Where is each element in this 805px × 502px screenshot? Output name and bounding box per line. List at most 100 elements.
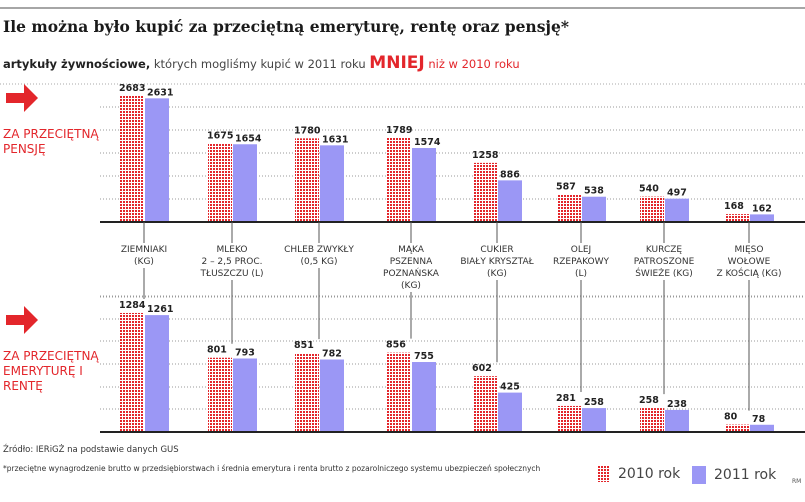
bar-emerytura-2010-rok	[473, 376, 497, 432]
data-label: 851	[294, 340, 314, 351]
svg-text:(0,5 KG): (0,5 KG)	[300, 257, 337, 267]
bar-pensja-2011-rok	[750, 214, 774, 222]
subtitle-emph: MNIEJ	[369, 53, 425, 73]
data-label: 540	[639, 184, 659, 195]
svg-text:MĄKA: MĄKA	[398, 245, 425, 255]
bar-pensja-2010-rok	[473, 162, 497, 222]
data-label: 258	[584, 397, 604, 408]
data-label: 886	[500, 169, 520, 180]
bar-emerytura-2011-rok	[412, 362, 436, 432]
data-label: 2631	[147, 87, 173, 98]
data-label: 258	[639, 395, 659, 406]
data-label: 1574	[414, 137, 441, 148]
svg-text:2 – 2,5 PROC.: 2 – 2,5 PROC.	[201, 257, 262, 267]
credit: RM	[792, 478, 802, 485]
svg-text:TŁUSZCZU (L): TŁUSZCZU (L)	[200, 269, 264, 279]
svg-text:KURCZĘ: KURCZĘ	[646, 245, 683, 255]
legend-2010: 2010 rok	[598, 466, 680, 482]
bar-emerytura-2010-rok	[295, 353, 319, 432]
category-label: ZIEMNIAKI (KG)	[121, 245, 167, 267]
data-label: 78	[752, 414, 766, 425]
footnote: *przeciętne wynagrodzenie brutto w przed…	[3, 464, 541, 473]
bar-pensja-2010-rok	[640, 196, 664, 222]
bar-pensja-2010-rok	[208, 143, 232, 222]
bar-emerytura-2011-rok	[582, 408, 606, 432]
bar-pensja-2011-rok	[412, 148, 436, 222]
data-label: 497	[667, 188, 687, 199]
svg-text:ŚWIEŻE (KG): ŚWIEŻE (KG)	[635, 267, 693, 279]
bar-emerytura-2011-rok	[750, 424, 774, 432]
svg-text:(L): (L)	[575, 269, 587, 279]
legend-label-2011: 2011 rok	[714, 467, 777, 483]
bar-pensja-2011-rok	[498, 180, 522, 222]
data-label: 1789	[386, 125, 412, 136]
data-label: 162	[752, 203, 772, 214]
data-label: 1258	[472, 150, 499, 161]
source: Źródło: IERiGŻ na podstawie danych GUS	[3, 445, 179, 455]
bar-emerytura-2011-rok	[498, 392, 522, 432]
data-label: 238	[667, 399, 687, 410]
svg-text:(KG): (KG)	[401, 281, 421, 291]
bar-emerytura-2010-rok	[725, 424, 749, 432]
bar-emerytura-2011-rok	[665, 409, 689, 432]
svg-text:MIĘSO: MIĘSO	[735, 245, 764, 255]
bar-pensja-2011-rok	[320, 145, 344, 222]
category-label: MLEKO 2 – 2,5 PROC. TŁUSZCZU (L)	[200, 245, 264, 279]
bar-emerytura-2010-rok	[120, 312, 144, 432]
data-label: 2683	[119, 83, 145, 94]
data-label: 755	[414, 351, 434, 362]
category-label: CUKIER BIAŁY KRYSZTAŁ (KG)	[460, 245, 534, 279]
data-label: 587	[556, 181, 576, 192]
subtitle: artykuły żywnościowe, których mogliśmy k…	[3, 53, 520, 73]
section-label-bottom: ZA PRZECIĘTNĄ EMERYTURĘ I RENTĘ	[3, 349, 99, 393]
data-label: 281	[556, 393, 576, 404]
svg-text:ZIEMNIAKI: ZIEMNIAKI	[121, 245, 167, 255]
bar-emerytura-2011-rok	[233, 358, 257, 432]
subtitle-bold: artykuły żywnościowe,	[3, 57, 151, 71]
data-label: 168	[724, 201, 744, 212]
bar-pensja-2011-rok	[233, 144, 257, 222]
bar-pensja-2010-rok	[557, 194, 581, 222]
data-label: 1261	[147, 304, 173, 315]
svg-text:(KG): (KG)	[487, 269, 507, 279]
bar-pensja-2011-rok	[582, 196, 606, 222]
svg-text:CHLEB ZWYKŁY: CHLEB ZWYKŁY	[284, 245, 354, 255]
bar-pensja-2011-rok	[145, 98, 169, 222]
subtitle-end: niż w 2010 roku	[428, 57, 520, 71]
legend-label-2010: 2010 rok	[618, 466, 681, 482]
bar-pensja-2010-rok	[120, 95, 144, 222]
bar-pensja-2011-rok	[665, 198, 689, 222]
arrow-right-icon	[6, 306, 38, 334]
legend-2011: 2011 rok	[692, 466, 776, 484]
bar-emerytura-2011-rok	[320, 359, 344, 432]
bar-pensja-2010-rok	[387, 137, 411, 222]
category-label: CHLEB ZWYKŁY (0,5 KG)	[284, 245, 354, 267]
svg-text:CUKIER: CUKIER	[480, 245, 513, 255]
bar-emerytura-2010-rok	[208, 357, 232, 432]
svg-text:(KG): (KG)	[134, 257, 154, 267]
subtitle-middle: których mogliśmy kupić w 2011 roku	[153, 57, 366, 71]
svg-text:PATROSZONE: PATROSZONE	[634, 257, 695, 267]
legend-swatch-2011	[692, 466, 706, 484]
data-label: 793	[235, 347, 255, 358]
data-label: 425	[500, 382, 520, 393]
arrow-right-icon	[6, 84, 38, 112]
data-label: 1284	[119, 300, 146, 311]
svg-text:RZEPAKOWY: RZEPAKOWY	[553, 257, 610, 267]
bar-emerytura-2010-rok	[387, 352, 411, 432]
data-label: 1780	[294, 125, 321, 136]
category-label: OLEJ RZEPAKOWY (L)	[553, 245, 610, 279]
data-label: 1631	[322, 134, 348, 145]
svg-text:OLEJ: OLEJ	[571, 245, 591, 255]
data-label: 801	[207, 345, 227, 356]
svg-text:Z KOŚCIĄ (KG): Z KOŚCIĄ (KG)	[716, 267, 781, 279]
legend-swatch-2010	[598, 466, 610, 482]
bar-emerytura-2011-rok	[145, 315, 169, 432]
data-label: 1654	[235, 133, 262, 144]
svg-text:MLEKO: MLEKO	[217, 245, 248, 255]
data-label: 602	[472, 363, 492, 374]
